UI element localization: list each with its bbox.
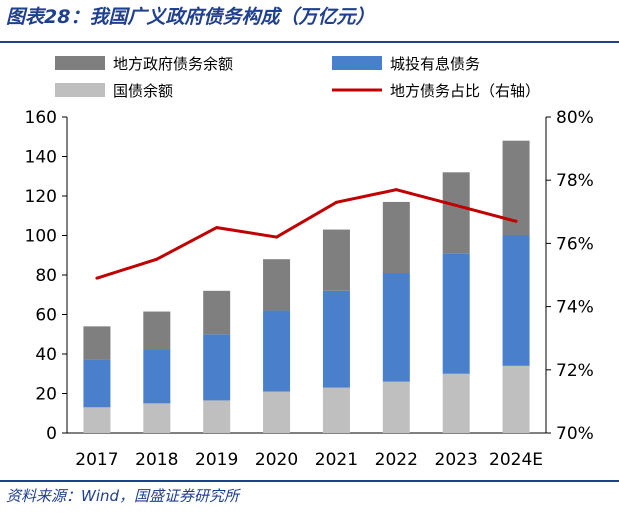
- x-axis-labels: 2017 2018 2019 2020 2021 2022 2023 2024E: [75, 450, 543, 470]
- bar-lgfv: [83, 359, 111, 408]
- x-tick-label: 2018: [135, 450, 178, 470]
- legend-label: 城投有息债务: [390, 55, 480, 73]
- bar-treasury: [263, 391, 291, 433]
- bar-treasury: [143, 403, 171, 433]
- legend-swatch: [332, 56, 382, 70]
- legend-label: 地方政府债务余额: [113, 55, 233, 73]
- bar-treasury: [382, 381, 410, 433]
- bar-local-gov: [263, 259, 291, 311]
- chart-title: 图表28：我国广义政府债务构成（万亿元）: [6, 6, 375, 28]
- right-tick-label: 72%: [556, 361, 594, 381]
- right-tick-label: 80%: [556, 108, 594, 128]
- x-tick-label: 2023: [435, 450, 478, 470]
- share-point: [275, 235, 279, 239]
- left-tick-label: 20: [35, 385, 57, 405]
- bar-treasury: [203, 400, 231, 433]
- legend-label: 地方债务占比（右轴）: [390, 82, 540, 100]
- bar-local-gov: [143, 311, 171, 350]
- right-tick-label: 76%: [556, 234, 594, 254]
- source-note: 资料来源：Wind，国盛证券研究所: [6, 487, 240, 505]
- bar-treasury: [83, 407, 111, 433]
- left-tick-label: 60: [35, 306, 57, 326]
- bar-treasury: [322, 387, 350, 433]
- bar-lgfv: [382, 273, 410, 382]
- bar-treasury: [442, 373, 470, 433]
- right-tick-label: 70%: [556, 424, 594, 444]
- left-tick-label: 100: [25, 227, 57, 247]
- bar-local-gov: [382, 201, 410, 274]
- bar-local-gov: [322, 229, 350, 291]
- x-tick-label: 2019: [195, 450, 238, 470]
- share-point: [215, 226, 219, 230]
- left-tick-label: 140: [25, 148, 57, 168]
- left-tick-label: 0: [46, 424, 57, 444]
- share-point: [454, 203, 458, 207]
- bar-lgfv: [263, 310, 291, 392]
- footer-divider: [0, 480, 619, 482]
- right-tick-label: 74%: [556, 298, 594, 318]
- left-tick-label: 160: [25, 108, 57, 128]
- share-point: [95, 276, 99, 280]
- bar-lgfv: [203, 334, 231, 401]
- x-tick-label: 2017: [75, 450, 118, 470]
- legend-swatch: [55, 83, 105, 97]
- legend-label: 国债余额: [113, 82, 173, 100]
- x-tick-label: 2024E: [489, 450, 543, 470]
- left-tick-label: 40: [35, 345, 57, 365]
- left-tick-label: 80: [35, 266, 57, 286]
- bar-treasury: [502, 365, 530, 433]
- bar-lgfv: [322, 290, 350, 388]
- bar-series: [83, 140, 530, 433]
- legend-swatch: [55, 56, 105, 70]
- x-tick-label: 2020: [255, 450, 298, 470]
- bar-local-gov: [83, 326, 111, 360]
- left-tick-label: 120: [25, 187, 57, 207]
- share-point: [514, 219, 518, 223]
- bar-local-gov: [442, 172, 470, 254]
- x-tick-label: 2021: [315, 450, 358, 470]
- share-point: [334, 200, 338, 204]
- bar-lgfv: [442, 253, 470, 374]
- share-point: [155, 257, 159, 261]
- title-divider: [0, 41, 619, 43]
- x-tick-label: 2022: [375, 450, 418, 470]
- bar-lgfv: [502, 235, 530, 366]
- bar-local-gov: [203, 290, 231, 335]
- line-series: [95, 188, 518, 280]
- share-line: [96, 188, 517, 280]
- bar-lgfv: [143, 349, 171, 404]
- right-tick-label: 78%: [556, 171, 594, 191]
- share-point: [394, 188, 398, 192]
